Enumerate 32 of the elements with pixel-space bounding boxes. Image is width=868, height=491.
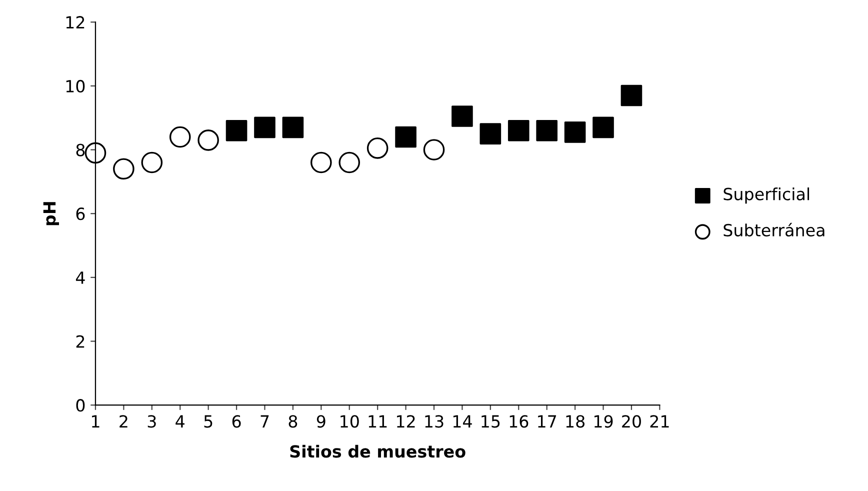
x-tick-label: 7	[260, 415, 269, 428]
y-axis-title: pH	[43, 202, 59, 226]
x-tick-label: 6	[232, 415, 241, 428]
y-tick-label: 12	[66, 16, 84, 28]
y-tick-label: 6	[76, 208, 85, 220]
y-tick-label: 0	[76, 399, 85, 412]
x-tick-label: 9	[316, 415, 326, 428]
y-tick-label: 8	[76, 144, 85, 156]
y-tick-label: 2	[76, 335, 84, 348]
x-tick-label: 13	[425, 415, 444, 428]
x-tick-label: 17	[538, 415, 556, 428]
x-tick-label: 18	[566, 415, 585, 428]
x-tick-label: 16	[510, 415, 528, 428]
x-tick-label: 20	[622, 415, 641, 428]
x-tick-label: 15	[482, 415, 500, 428]
x-tick-label: 2	[120, 415, 128, 428]
x-tick-label: 5	[204, 415, 212, 428]
x-tick-label: 3	[148, 415, 156, 428]
x-tick-label: 10	[340, 415, 359, 428]
x-tick-label: 21	[650, 415, 669, 428]
x-tick-label: 14	[453, 415, 472, 428]
x-axis-title: Sitios de muestreo	[290, 444, 466, 458]
legend-label: Superficial	[724, 187, 810, 204]
x-tick-label: 4	[176, 415, 184, 428]
x-tick-label: 1	[92, 415, 100, 428]
y-tick-label: 10	[66, 80, 85, 92]
x-tick-label: 12	[397, 415, 415, 428]
x-tick-label: 11	[368, 415, 387, 428]
y-tick-label: 4	[76, 272, 85, 284]
x-tick-label: 19	[594, 415, 613, 428]
x-tick-label: 8	[288, 415, 298, 428]
legend-label: Subterránea	[724, 222, 824, 236]
